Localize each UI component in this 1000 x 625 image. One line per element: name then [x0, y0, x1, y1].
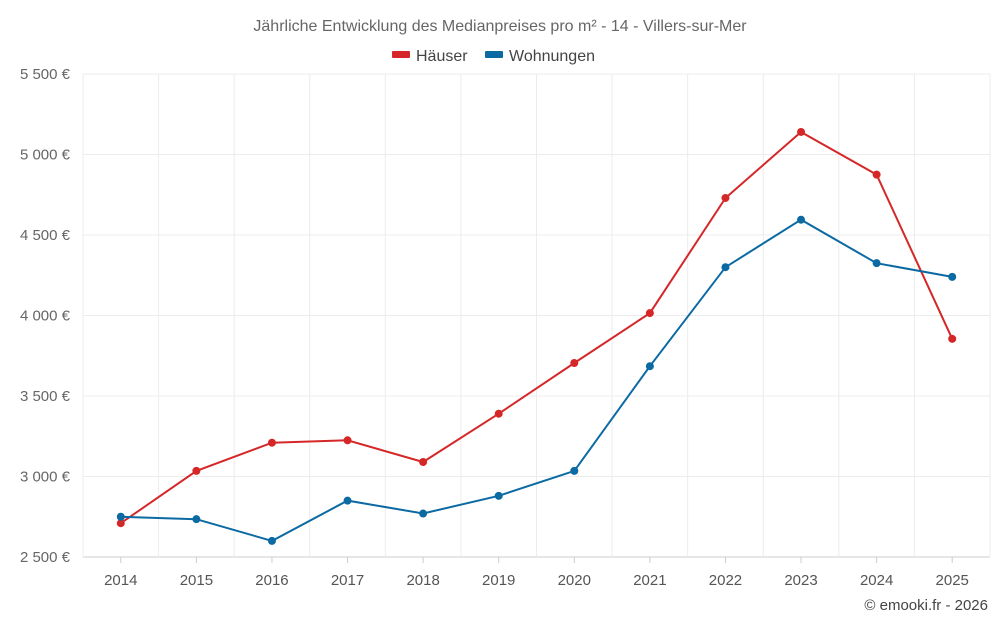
- data-point-wohnungen[interactable]: [267, 536, 276, 545]
- data-point-wohnungen[interactable]: [192, 515, 201, 524]
- data-point-haeuser[interactable]: [192, 466, 201, 475]
- data-point-wohnungen[interactable]: [645, 362, 654, 371]
- series-layer: [116, 127, 957, 545]
- data-point-haeuser[interactable]: [570, 358, 579, 367]
- data-point-wohnungen[interactable]: [797, 215, 806, 224]
- data-point-haeuser[interactable]: [343, 436, 352, 445]
- data-point-haeuser[interactable]: [721, 193, 730, 202]
- data-point-haeuser[interactable]: [645, 309, 654, 318]
- data-point-haeuser[interactable]: [948, 334, 957, 343]
- y-axis: 2 500 € 3 000 € 3 500 € 4 000 € 4 500 € 5 000…: [20, 66, 71, 566]
- y-tick-label: 5 000 €: [20, 147, 71, 164]
- x-tick-label: 2022: [709, 572, 742, 589]
- legend-item-wohnungen[interactable]: Wohnungen: [485, 48, 595, 65]
- data-point-haeuser[interactable]: [419, 458, 428, 467]
- data-point-wohnungen[interactable]: [116, 512, 125, 521]
- legend-label-wohnungen: Wohnungen: [509, 48, 595, 65]
- y-tick-label: 3 000 €: [20, 469, 71, 486]
- data-point-wohnungen[interactable]: [419, 509, 428, 518]
- data-point-haeuser[interactable]: [494, 409, 503, 418]
- y-tick-label: 4 000 €: [20, 308, 71, 325]
- x-tick-label: 2015: [180, 572, 213, 589]
- legend-item-haeuser[interactable]: Häuser: [392, 48, 468, 65]
- data-point-wohnungen[interactable]: [494, 491, 503, 500]
- legend: Häuser Wohnungen: [392, 48, 595, 65]
- x-tick-label: 2018: [406, 572, 439, 589]
- x-tick-label: 2014: [104, 572, 137, 589]
- y-tick-label: 4 500 €: [20, 227, 71, 244]
- x-tick-label: 2025: [936, 572, 969, 589]
- x-tick-label: 2016: [255, 572, 288, 589]
- y-tick-label: 3 500 €: [20, 388, 71, 405]
- y-tick-label: 2 500 €: [20, 549, 71, 566]
- legend-label-haeuser: Häuser: [416, 48, 468, 65]
- x-tick-label: 2023: [784, 572, 817, 589]
- x-tick-label: 2019: [482, 572, 515, 589]
- data-point-wohnungen[interactable]: [872, 259, 881, 268]
- data-point-haeuser[interactable]: [797, 127, 806, 136]
- data-point-wohnungen[interactable]: [343, 496, 352, 505]
- x-tick-label: 2017: [331, 572, 364, 589]
- legend-swatch-haeuser: [392, 51, 410, 58]
- x-tick-label: 2021: [633, 572, 666, 589]
- data-point-wohnungen[interactable]: [948, 272, 957, 281]
- legend-swatch-wohnungen: [485, 51, 503, 58]
- data-point-haeuser[interactable]: [872, 170, 881, 179]
- credit-text: © emooki.fr - 2026: [864, 597, 988, 614]
- y-tick-label: 5 500 €: [20, 66, 71, 83]
- x-tick-label: 2024: [860, 572, 893, 589]
- series-line-haeuser: [120, 130, 954, 525]
- chart-title: Jährliche Entwicklung des Medianpreises …: [253, 18, 747, 35]
- data-point-haeuser[interactable]: [116, 519, 125, 528]
- x-axis: 2014 2015 2016 2017 2018 2019 2020 2021 2022 2023…: [104, 557, 969, 589]
- data-point-haeuser[interactable]: [267, 438, 276, 447]
- series-line-wohnungen: [120, 218, 953, 542]
- data-point-wohnungen[interactable]: [721, 263, 730, 272]
- data-point-wohnungen[interactable]: [570, 466, 579, 475]
- x-tick-label: 2020: [558, 572, 591, 589]
- grid: [82, 73, 991, 558]
